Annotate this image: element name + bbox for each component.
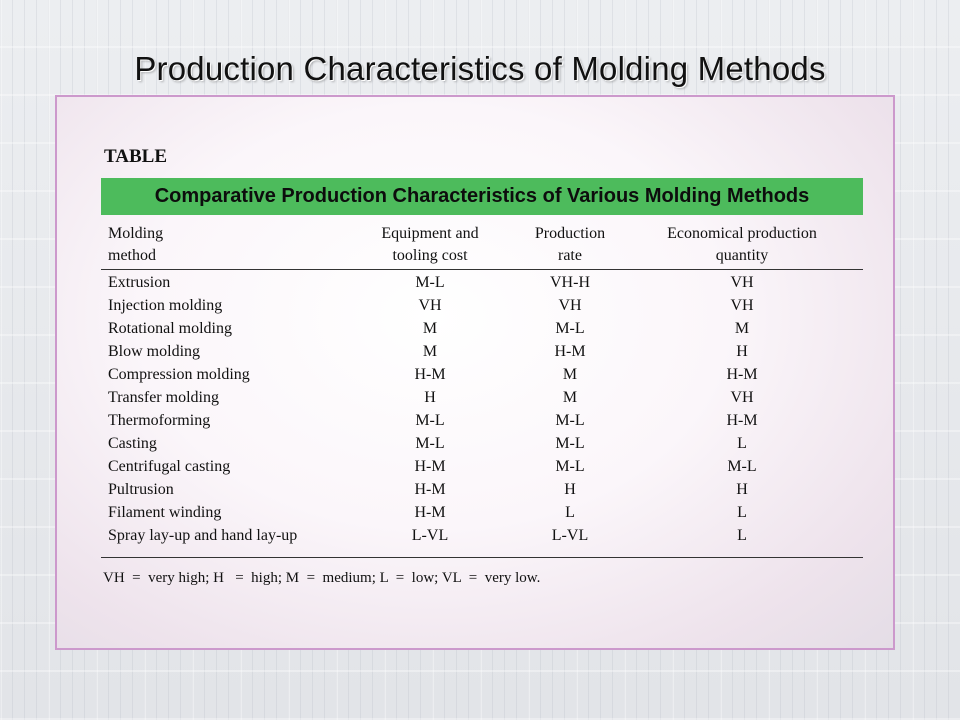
rate-cell: VH bbox=[558, 297, 582, 314]
rate-cell: L-VL bbox=[551, 527, 589, 544]
table-row: Centrifugal casting H-M M-L M-L bbox=[0, 455, 960, 478]
cost-cell: M-L bbox=[415, 435, 445, 452]
method-cell: Transfer molding bbox=[108, 389, 219, 406]
column-header-cost: Equipment and tooling cost bbox=[360, 223, 500, 267]
column-header-rate: Production rate bbox=[520, 223, 620, 267]
cost-cell: H-M bbox=[414, 458, 446, 475]
rate-cell: M bbox=[562, 389, 578, 406]
cost-cell: H-M bbox=[414, 481, 446, 498]
rate-cell: M-L bbox=[555, 412, 585, 429]
rate-cell: M bbox=[562, 366, 578, 383]
table-row: Filament winding H-M L L bbox=[0, 501, 960, 524]
cost-cell: M bbox=[422, 343, 438, 360]
method-cell: Casting bbox=[108, 435, 157, 452]
quantity-cell: H-M bbox=[726, 366, 758, 383]
column-header-line: Molding bbox=[108, 225, 164, 242]
header-divider bbox=[101, 269, 863, 270]
quantity-cell: H bbox=[736, 343, 748, 360]
table-row: Spray lay-up and hand lay-up L-VL L-VL L bbox=[0, 524, 960, 547]
method-cell: Centrifugal casting bbox=[108, 458, 231, 475]
table-row: Blow molding M H-M H bbox=[0, 340, 960, 363]
rate-cell: M-L bbox=[555, 435, 585, 452]
cost-cell: H-M bbox=[414, 366, 446, 383]
quantity-cell: M bbox=[734, 320, 750, 337]
quantity-cell: L bbox=[737, 527, 747, 544]
cost-cell: VH bbox=[418, 297, 442, 314]
table-row: Compression molding H-M M H-M bbox=[0, 363, 960, 386]
table-caption-bar: Comparative Production Characteristics o… bbox=[101, 178, 863, 215]
method-cell: Injection molding bbox=[108, 297, 223, 314]
column-header-method: Molding method bbox=[108, 223, 163, 267]
cost-cell: H bbox=[424, 389, 436, 406]
quantity-cell: VH bbox=[730, 297, 754, 314]
slide-title: Production Characteristics of Molding Me… bbox=[134, 50, 826, 87]
method-cell: Pultrusion bbox=[108, 481, 174, 498]
quantity-cell: L bbox=[737, 504, 747, 521]
table-row: Thermoforming M-L M-L H-M bbox=[0, 409, 960, 432]
cost-cell: M-L bbox=[415, 274, 445, 291]
cost-cell: M bbox=[422, 320, 438, 337]
table-row: Transfer molding H M VH bbox=[0, 386, 960, 409]
rate-cell: H-M bbox=[554, 343, 586, 360]
rate-cell: L bbox=[565, 504, 575, 521]
table-label: TABLE bbox=[104, 146, 168, 167]
rate-cell: M-L bbox=[555, 458, 585, 475]
column-header-line: tooling cost bbox=[392, 247, 468, 264]
cost-cell: M-L bbox=[415, 412, 445, 429]
column-header-line: quantity bbox=[715, 247, 769, 264]
column-header-line: Equipment and bbox=[381, 225, 479, 242]
quantity-cell: H bbox=[736, 481, 748, 498]
quantity-cell: VH bbox=[730, 274, 754, 291]
method-cell: Spray lay-up and hand lay-up bbox=[108, 527, 298, 544]
method-cell: Filament winding bbox=[108, 504, 222, 521]
table-bottom-rule bbox=[101, 557, 863, 558]
column-header-quantity: Economical production quantity bbox=[642, 223, 842, 267]
method-cell: Extrusion bbox=[108, 274, 171, 291]
cost-cell: L-VL bbox=[411, 527, 449, 544]
column-header-line: method bbox=[108, 247, 156, 264]
table-footnote: VH = very high; H = high; M = medium; L … bbox=[103, 570, 541, 586]
column-header-line: rate bbox=[558, 247, 582, 264]
quantity-cell: L bbox=[737, 435, 747, 452]
method-cell: Compression molding bbox=[108, 366, 250, 383]
quantity-cell: VH bbox=[730, 389, 754, 406]
column-header-line: Economical production bbox=[667, 225, 817, 242]
table-caption: Comparative Production Characteristics o… bbox=[154, 185, 810, 207]
rate-cell: VH-H bbox=[550, 274, 590, 291]
cost-cell: H-M bbox=[414, 504, 446, 521]
rate-cell: H bbox=[564, 481, 576, 498]
table-row: Extrusion M-L VH-H VH bbox=[0, 271, 960, 294]
table-row: Casting M-L M-L L bbox=[0, 432, 960, 455]
table-row: Rotational molding M M-L M bbox=[0, 317, 960, 340]
rate-cell: M-L bbox=[555, 320, 585, 337]
column-header-line: Production bbox=[534, 225, 606, 242]
table-row: Pultrusion H-M H H bbox=[0, 478, 960, 501]
method-cell: Thermoforming bbox=[108, 412, 211, 429]
method-cell: Rotational molding bbox=[108, 320, 232, 337]
method-cell: Blow molding bbox=[108, 343, 201, 360]
quantity-cell: H-M bbox=[726, 412, 758, 429]
table-row: Injection molding VH VH VH bbox=[0, 294, 960, 317]
quantity-cell: M-L bbox=[727, 458, 757, 475]
